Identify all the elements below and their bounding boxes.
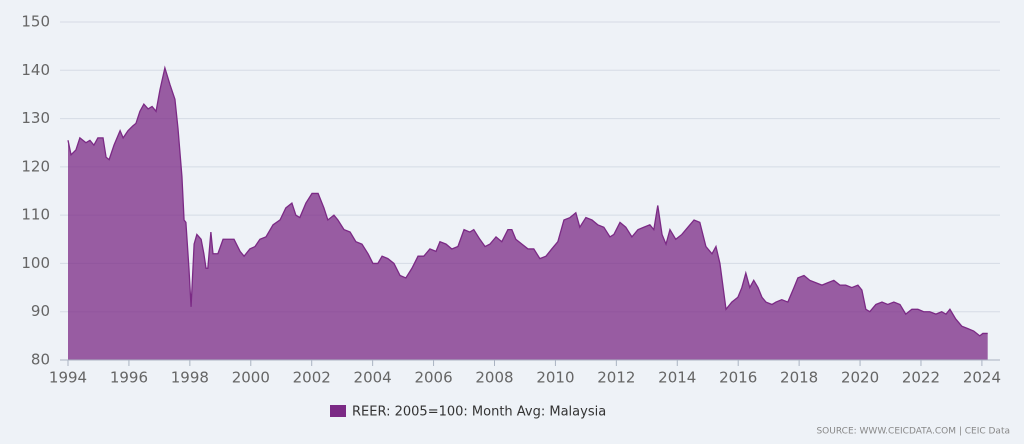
x-tick-label: 2002 [293,369,331,387]
x-tick-label: 2020 [841,369,879,387]
x-tick-label: 2014 [658,369,696,387]
y-tick-label: 90 [31,302,50,320]
area-line [67,65,988,337]
source-note: SOURCE: WWW.CEICDATA.COM | CEIC Data [816,427,1010,437]
y-tick-label: 100 [21,254,50,272]
y-tick-label: 150 [21,13,50,31]
x-tick-label: 2018 [780,369,818,387]
x-tick-label: 1998 [171,369,209,387]
x-tick-label: 2008 [475,369,513,387]
x-tick-label: 1996 [110,369,148,387]
x-tick-label: 2010 [536,369,574,387]
x-tick-label: 1994 [49,369,87,387]
x-tick-label: 2016 [719,369,757,387]
x-tick-label: 2006 [414,369,452,387]
x-tick-label: 2012 [597,369,635,387]
area-fill [68,67,988,360]
legend-label: REER: 2005=100: Month Avg: Malaysia [352,405,606,420]
x-tick-label: 2004 [354,369,392,387]
y-tick-label: 80 [31,351,50,369]
y-tick-label: 120 [21,157,50,175]
x-tick-label: 2024 [963,369,1001,387]
x-tick-label: 2000 [232,369,270,387]
y-tick-label: 110 [21,206,50,224]
y-tick-label: 130 [21,109,50,127]
y-tick-label: 140 [21,61,50,79]
x-tick-label: 2022 [902,369,940,387]
legend-swatch [330,405,346,417]
